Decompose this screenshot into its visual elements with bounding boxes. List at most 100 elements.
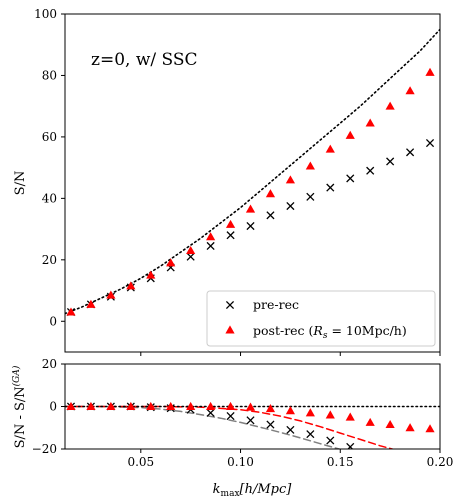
residual-point-post-rec-17 [405,423,415,432]
main-plot-frame [64,13,441,353]
main-point-post-rec-3 [126,281,136,290]
main-point-pre-rec-8 [226,231,235,240]
residual-ylabel-part-2: (GA) [11,365,22,386]
legend-marker-pre-rec [225,300,235,310]
main-point-post-rec-13 [325,144,335,153]
residual-ytick-label-2: 20 [42,357,57,371]
main-point-pre-rec-6 [186,252,195,261]
main-point-post-rec-10 [265,189,276,198]
residual-point-post-rec-7 [206,401,216,410]
residual-ylabel: S/N - S/N(GA) [11,365,28,448]
residual-point-post-rec-18 [425,424,435,433]
main-point-post-rec-8 [225,219,236,228]
main-point-post-rec-4 [146,270,156,279]
xlabel-part-2: max [221,489,240,499]
main-point-post-rec-11 [285,175,295,184]
residual-panel: 0.05 0.10 0.15 0.20 −20 0 20 S/N - S/N(GA) kma… [11,357,453,499]
legend-post-rec-part-3: s [323,331,328,341]
residual-point-post-rec-1 [86,401,96,410]
residual-point-post-rec-14 [345,412,355,421]
main-point-pre-rec-18 [425,138,435,148]
main-point-post-rec-5 [166,258,176,267]
legend-post-rec-part-4: = 10Mpc/h) [327,323,406,338]
legend-marker-triangle [225,325,235,334]
main-point-post-rec-15 [365,118,375,127]
residual-point-pre-rec-9 [246,416,255,425]
residual-xtick-label-3: 0.20 [427,455,454,469]
residual-ytick-label-0: −20 [32,442,57,456]
residual-point-pre-rec-10 [266,420,275,429]
residual-point-post-rec-13 [325,410,335,419]
residual-point-post-rec-3 [126,401,136,410]
residual-point-post-rec-8 [225,401,236,410]
legend-post-rec-part-1: post-rec ( [253,323,313,338]
main-point-post-rec-0 [66,307,76,316]
main-point-pre-rec-13 [326,183,335,192]
legend-marker-x [225,300,235,310]
residual-ytick-label-1: 0 [49,400,57,414]
main-point-post-rec-17 [405,86,415,95]
residual-point-post-rec-12 [305,408,315,417]
xlabel-part-3: [h/Mpc] [240,482,293,497]
residual-point-post-rec-2 [106,401,116,410]
main-panel: 0 20 40 60 80 100 z=0, w/ SSC S/N pre-rec pos… [13,7,441,356]
residual-point-pre-rec-8 [226,412,235,421]
residual-axis-ticks: 0.05 0.10 0.15 0.20 −20 0 20 [32,357,454,469]
main-point-post-rec-18 [425,67,435,76]
xlabel: kmax[h/Mpc] [213,482,293,499]
main-ytick-label-1: 20 [42,253,57,267]
main-ytick-label-2: 40 [42,191,57,205]
residual-xtick-label-2: 0.15 [327,455,354,469]
main-axis-ticks: 0 20 40 60 80 100 [34,7,441,356]
main-point-post-rec-2 [106,290,116,299]
residual-point-post-rec-15 [365,417,375,426]
main-point-pre-rec-10 [266,211,275,220]
residual-xtick-label-1: 0.10 [227,455,254,469]
main-point-pre-rec-17 [406,148,415,157]
main-point-pre-rec-15 [366,166,375,175]
legend-box [206,290,436,347]
panel-annotation: z=0, w/ SSC [91,50,198,70]
main-ytick-label-3: 60 [42,130,57,144]
residual-point-post-rec-16 [385,419,395,429]
residual-point-pre-rec-12 [306,430,315,439]
residual-point-post-rec-0 [66,401,76,410]
xlabel-part-1: k [213,482,221,497]
residual-point-post-rec-10 [265,404,276,413]
main-point-post-rec-16 [385,101,395,110]
residual-point-post-rec-9 [245,402,256,411]
residual-point-post-rec-5 [166,401,176,410]
main-point-pre-rec-7 [206,241,215,251]
main-ytick-label-5: 100 [34,7,57,21]
main-ylabel: S/N [13,171,28,196]
legend-label-pre-rec: pre-rec [253,297,299,312]
legend-label-post-rec: post-rec (Rs = 10Mpc/h) [253,323,407,341]
main-point-post-rec-12 [305,161,315,170]
main-plot-area [65,28,440,317]
legend-post-rec-part-2: R [312,323,322,338]
main-point-pre-rec-11 [286,201,295,211]
residual-dashed-line-0 [65,405,342,449]
residual-plot-area [65,401,440,449]
residual-point-post-rec-6 [186,401,196,410]
main-point-pre-rec-16 [386,157,395,166]
main-point-post-rec-6 [186,246,196,255]
main-point-post-rec-14 [345,130,355,139]
main-point-post-rec-1 [86,299,96,308]
residual-point-pre-rec-14 [346,442,355,449]
residual-point-pre-rec-11 [286,425,295,434]
residual-ylabel-part-1: S/N - S/N [13,386,28,448]
main-point-pre-rec-12 [306,192,315,201]
main-ytick-label-4: 80 [42,68,57,82]
residual-point-post-rec-4 [146,401,156,410]
main-dotted-line-0 [65,28,440,315]
main-point-pre-rec-14 [346,174,355,183]
main-point-pre-rec-9 [246,221,255,231]
main-point-post-rec-7 [206,232,216,241]
residual-point-pre-rec-7 [206,408,215,417]
residual-point-pre-rec-13 [326,436,335,445]
main-point-post-rec-9 [245,204,256,213]
legend: pre-rec post-rec (Rs = 10Mpc/h) [206,290,436,347]
residual-point-post-rec-11 [285,406,295,415]
